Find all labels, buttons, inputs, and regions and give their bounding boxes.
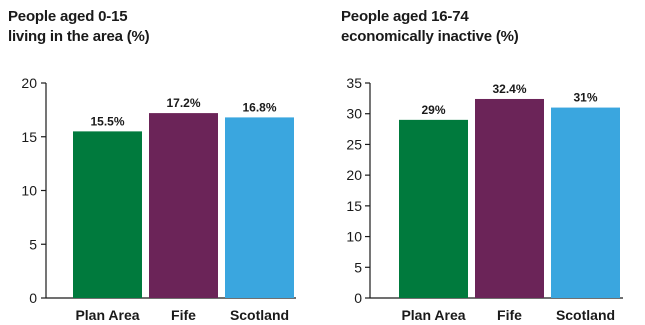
chart-title: People aged 16-74 economically inactive …: [341, 7, 519, 47]
chart-children-share: People aged 0-15 living in the area (%) …: [0, 0, 320, 325]
bar-chart-plot: 0 5 10 15 20 15.5% Plan Area 17.2% Fife 16.8% Scot…: [21, 75, 296, 323]
y-tick-label: 20: [346, 167, 362, 183]
bar: [73, 131, 142, 298]
y-tick-label: 10: [21, 183, 37, 199]
bar: [149, 113, 218, 298]
y-tick-label: 0: [354, 290, 362, 306]
data-label: 31%: [573, 91, 597, 105]
chart-title-line-1: People aged 0-15: [8, 8, 128, 25]
data-label: 32.4%: [492, 82, 526, 96]
y-tick-label: 30: [346, 106, 362, 122]
data-label: 16.8%: [242, 100, 276, 114]
chart-title-line-1: People aged 16-74: [341, 8, 469, 25]
chart-title: People aged 0-15 living in the area (%): [8, 7, 150, 47]
y-tick-label: 0: [29, 290, 37, 306]
bar: [475, 98, 544, 298]
chart-title-line-2: living in the area (%): [8, 28, 150, 45]
chart-title-line-2: economically inactive (%): [341, 28, 519, 45]
y-tick-label: 25: [346, 136, 362, 152]
x-category-label: Fife: [497, 307, 522, 323]
y-tick-label: 5: [354, 259, 362, 275]
y-tick-label: 15: [21, 129, 37, 145]
data-label: 29%: [421, 103, 445, 117]
bar-chart-plot: 0 5 10 15 20 25 30 35 29% Plan Area 32.4% Fife 31% Sc…: [346, 75, 623, 323]
x-category-label: Plan Area: [401, 307, 465, 323]
data-label: 17.2%: [166, 96, 200, 110]
bar: [399, 119, 468, 298]
y-tick-label: 5: [29, 236, 37, 252]
bar: [551, 107, 620, 298]
y-tick-label: 15: [346, 198, 362, 214]
y-tick-label: 20: [21, 75, 37, 91]
bar: [225, 117, 294, 299]
x-category-label: Plan Area: [75, 307, 139, 323]
y-tick-label: 10: [346, 229, 362, 245]
x-category-label: Fife: [171, 307, 196, 323]
chart-economically-inactive: People aged 16-74 economically inactive …: [325, 0, 645, 325]
x-category-label: Scotland: [230, 307, 289, 323]
x-category-label: Scotland: [556, 307, 615, 323]
y-tick-label: 35: [346, 75, 362, 91]
data-label: 15.5%: [90, 114, 124, 128]
